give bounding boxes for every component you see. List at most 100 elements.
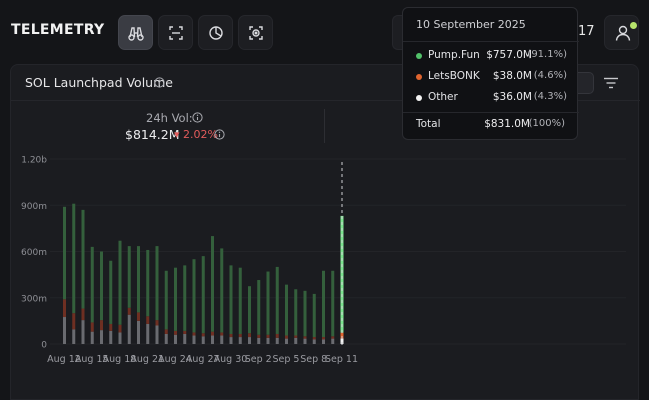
scan-icon	[169, 26, 183, 40]
bar-letsbonk	[90, 322, 94, 332]
bar-letsbonk	[72, 313, 76, 330]
bar-letsbonk	[229, 333, 233, 338]
volume-stat-value: $814.2M	[125, 127, 180, 142]
tooltip-series-value: $36.0M	[492, 91, 532, 103]
info-icon[interactable]	[154, 77, 165, 88]
bar-letsbonk	[118, 324, 122, 333]
bar-other	[201, 336, 205, 344]
bar-letsbonk	[257, 334, 261, 338]
bar-letsbonk	[192, 332, 196, 336]
volume-stat-change: ▾ 2.02%	[174, 128, 218, 141]
down-arrow-icon: ▾	[174, 128, 184, 141]
bar-other	[164, 333, 168, 344]
x-tick-label: Sep 11	[325, 354, 358, 365]
tooltip-total-divider	[403, 112, 579, 113]
bar-other	[331, 338, 335, 344]
bar-letsbonk	[294, 335, 298, 338]
bar-letsbonk	[201, 333, 205, 337]
nav-binoculars-button[interactable]	[118, 15, 153, 50]
tooltip-series-pct: (4.6%)	[533, 70, 567, 81]
tooltip-series-value: $757.0M	[486, 49, 532, 61]
bar-pumpfun	[248, 286, 251, 334]
panel-title: SOL Launchpad Volume	[25, 75, 173, 90]
bar-letsbonk	[146, 316, 150, 324]
bar-letsbonk	[322, 337, 325, 340]
tooltip-divider	[403, 41, 579, 42]
tooltip-row: Other $36.0M (4.3%)	[403, 91, 579, 107]
top-bar: TELEMETRY	[0, 0, 649, 64]
bar-pumpfun	[164, 270, 168, 330]
pie-chart-icon	[209, 26, 223, 40]
bar-letsbonk	[303, 336, 307, 339]
bar-letsbonk	[248, 333, 251, 338]
bar-pumpfun	[118, 240, 122, 325]
x-tick-label: Sep 8	[300, 354, 327, 365]
x-tick-label: Aug 15	[75, 354, 109, 365]
bar-pumpfun	[220, 248, 224, 333]
tooltip-total-value: $831.0M	[484, 118, 530, 130]
tooltip-total-pct: (100%)	[528, 118, 565, 129]
bar-letsbonk	[183, 330, 187, 334]
bar-letsbonk	[285, 335, 288, 339]
volume-stat-change-value: 2.02%	[183, 128, 218, 141]
bar-letsbonk	[312, 337, 316, 340]
nav-pie-chart-button[interactable]	[198, 15, 233, 50]
x-tick-label: Sep 5	[273, 354, 300, 365]
info-icon[interactable]	[214, 129, 225, 140]
bar-other	[248, 337, 251, 344]
y-tick-label: 1.20b	[21, 156, 47, 166]
bar-pumpfun	[285, 284, 288, 336]
bar-other	[155, 325, 159, 344]
tooltip-series-name: LetsBONK	[428, 70, 480, 82]
bar-pumpfun	[257, 280, 261, 335]
nav-focus-button[interactable]	[238, 15, 273, 50]
bar-pumpfun	[63, 206, 66, 300]
bar-other	[127, 314, 131, 344]
tooltip-date: 10 September 2025	[416, 18, 526, 31]
bar-pumpfun	[303, 290, 307, 337]
y-tick-label: 300m	[21, 294, 47, 304]
bar-other	[322, 339, 325, 344]
bar-other	[137, 320, 140, 344]
user-button[interactable]	[604, 15, 639, 50]
bar-other	[183, 333, 187, 344]
bar-other	[211, 335, 214, 344]
bar-other	[100, 330, 103, 344]
x-tick-label: Aug 12	[47, 354, 81, 365]
bar-pumpfun	[331, 270, 335, 337]
chart-tooltip: 10 September 2025 Pump.Fun $757.0M (91.1%)…	[402, 7, 579, 140]
x-tick-label: Aug 27	[186, 354, 220, 365]
bar-letsbonk	[81, 308, 85, 321]
info-icon[interactable]	[192, 112, 203, 123]
bar-other	[90, 331, 94, 344]
bar-pumpfun	[266, 271, 270, 335]
bar-letsbonk	[109, 323, 113, 331]
bar-letsbonk	[266, 334, 270, 338]
user-icon	[615, 25, 631, 41]
tooltip-series-pct: (91.1%)	[527, 49, 567, 60]
bar-other	[146, 323, 150, 344]
bar-other	[340, 338, 344, 344]
bar-letsbonk	[211, 331, 214, 336]
nav-scan-button[interactable]	[158, 15, 193, 50]
bar-other	[174, 334, 177, 344]
bar-pumpfun	[109, 260, 113, 324]
bar-pumpfun	[155, 246, 159, 321]
bar-other	[238, 337, 242, 344]
series-color-dot	[416, 95, 422, 101]
bar-pumpfun	[192, 259, 196, 333]
bar-letsbonk	[155, 320, 159, 326]
bar-letsbonk	[220, 332, 224, 336]
search-box-fragment[interactable]	[392, 15, 402, 50]
filter-icon[interactable]	[603, 77, 619, 89]
bar-pumpfun	[312, 293, 316, 338]
x-tick-label: Aug 18	[103, 354, 137, 365]
tooltip-series-value: $38.0M	[492, 70, 532, 82]
bar-other	[81, 320, 85, 344]
bar-pumpfun	[275, 266, 279, 334]
x-tick-label: Aug 24	[158, 354, 192, 365]
bar-pumpfun	[137, 246, 140, 313]
bar-letsbonk	[238, 333, 242, 338]
app-logo: TELEMETRY	[11, 22, 105, 38]
